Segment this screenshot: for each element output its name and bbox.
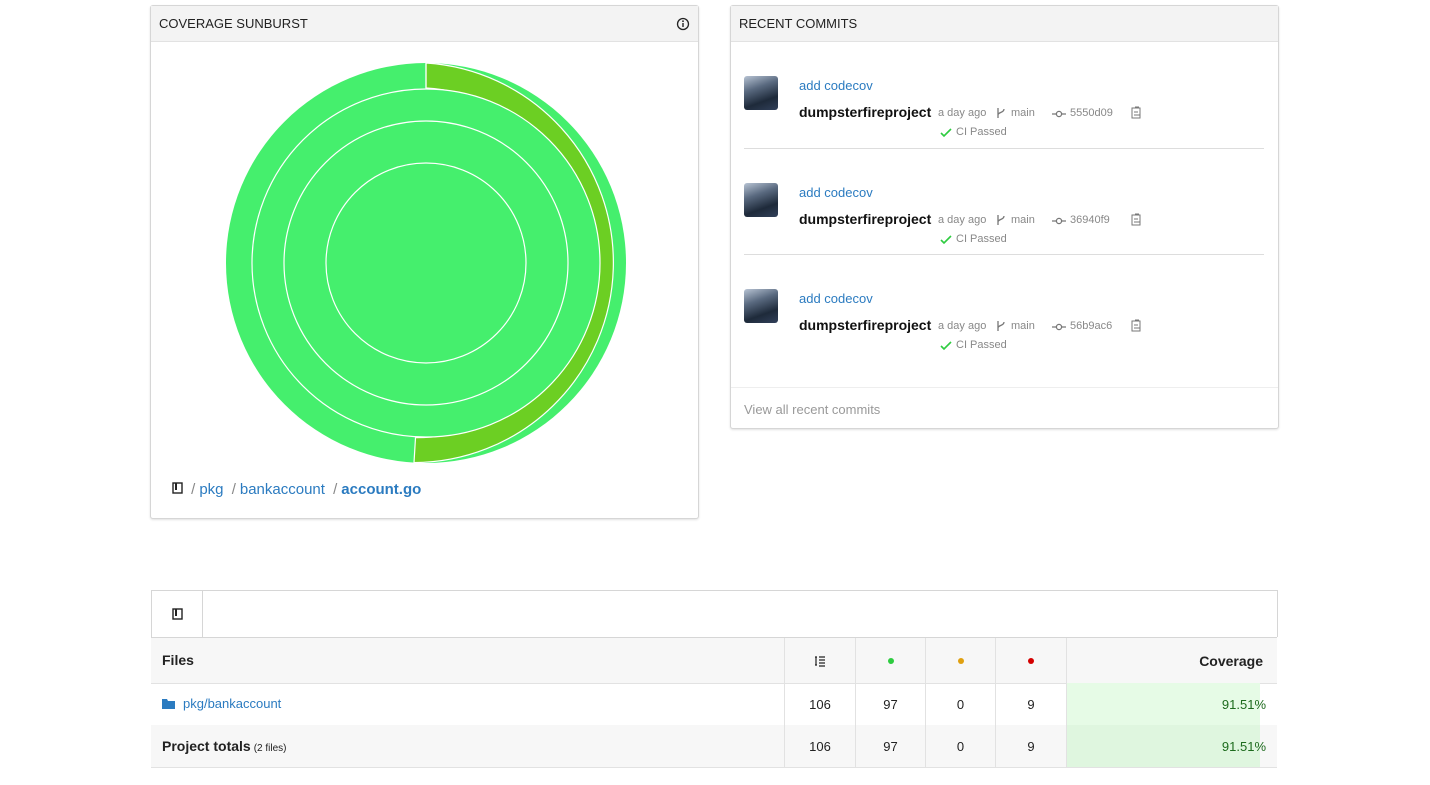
avatar: [744, 289, 778, 323]
ci-status: CI Passed: [956, 126, 1007, 138]
totals-note: (2 files): [253, 743, 287, 754]
check-icon: [940, 128, 952, 138]
sunburst-card: COVERAGE SUNBURST / pkg / bankaccount / acc…: [150, 5, 699, 519]
header-files[interactable]: Files: [162, 652, 194, 668]
copy-icon: [1131, 319, 1141, 332]
sunburst-center[interactable]: [325, 162, 527, 364]
folder-icon: [162, 699, 175, 709]
file-cell: Project totals (2 files): [162, 725, 287, 770]
breadcrumb: / pkg / bankaccount / account.go: [172, 481, 421, 498]
commit-author[interactable]: dumpsterfireproject: [799, 211, 932, 227]
commit-branch: main: [1011, 320, 1035, 332]
header-misses[interactable]: [995, 638, 1066, 683]
separator: /: [191, 481, 196, 498]
commit-time: a day ago: [938, 320, 987, 332]
coverage-value: 91.51%: [1221, 738, 1266, 754]
commit-item: add codecov dumpsterfireproject a day ago m…: [744, 42, 1264, 148]
breadcrumb-current[interactable]: account.go: [341, 481, 422, 498]
commit-icon: [1052, 323, 1066, 331]
lines-icon: [815, 655, 825, 667]
header-coverage[interactable]: Coverage: [1066, 638, 1274, 683]
repo-icon: [172, 482, 183, 494]
divider: [731, 387, 1278, 388]
avatar: [744, 183, 778, 217]
coverage-cell: 91.51%: [1066, 725, 1278, 767]
commit-time: a day ago: [938, 107, 987, 119]
partials-cell: 0: [925, 725, 995, 767]
misses-dot: [1028, 657, 1034, 664]
commit-branch: main: [1011, 107, 1035, 119]
coverage-bar: [1067, 725, 1261, 767]
hits-cell: 97: [855, 725, 925, 767]
header-hits[interactable]: [855, 638, 925, 683]
check-icon: [940, 235, 952, 245]
commit-message[interactable]: add codecov: [799, 291, 873, 306]
commit-message[interactable]: add codecov: [799, 185, 873, 200]
misses-cell: 9: [995, 683, 1066, 725]
hits-dot: [887, 657, 894, 664]
commit-sha[interactable]: 5550d09: [1070, 107, 1113, 119]
coverage-value: 91.51%: [1221, 696, 1266, 712]
partials-dot: [957, 657, 964, 664]
coverage-bar: [1067, 683, 1261, 725]
commit-time: a day ago: [938, 214, 987, 226]
breadcrumb-link[interactable]: bankaccount: [239, 481, 325, 498]
table-row: pkg/bankaccount 106 97 0 9 91.51%: [151, 683, 1277, 726]
info-icon[interactable]: [676, 17, 690, 31]
commit-item: add codecov dumpsterfireproject a day ago m…: [744, 254, 1264, 361]
header-partials[interactable]: [925, 638, 995, 683]
totals-row: Project totals (2 files) 106 97 0 9 91.51%: [151, 725, 1277, 768]
commit-author[interactable]: dumpsterfireproject: [799, 104, 932, 120]
card-header: RECENT COMMITS: [731, 6, 1278, 42]
totals-label: Project totals: [162, 738, 251, 754]
commit-item: add codecov dumpsterfireproject a day ago m…: [744, 148, 1264, 255]
branch-icon: [997, 108, 1005, 118]
copy-icon: [1131, 106, 1141, 119]
sunburst-chart: [226, 62, 626, 464]
ci-status: CI Passed: [956, 233, 1007, 245]
partials-cell: 0: [925, 683, 995, 725]
avatar: [744, 76, 778, 110]
commit-sha[interactable]: 36940f9: [1070, 214, 1110, 226]
repo-icon: [171, 607, 183, 620]
folder-link[interactable]: pkg/bankaccount: [183, 696, 282, 711]
coverage-cell: 91.51%: [1066, 683, 1278, 725]
check-icon: [940, 341, 952, 351]
ci-status: CI Passed: [956, 339, 1007, 351]
commit-branch: main: [1011, 214, 1035, 226]
lines-cell: 106: [784, 683, 855, 725]
table-header: Files Coverage: [151, 637, 1277, 684]
copy-icon: [1131, 213, 1141, 226]
card-title: COVERAGE SUNBURST: [159, 16, 308, 31]
commit-sha[interactable]: 56b9ac6: [1070, 320, 1113, 332]
card-title: RECENT COMMITS: [739, 16, 858, 31]
hits-cell: 97: [855, 683, 925, 725]
file-cell: pkg/bankaccount: [162, 683, 281, 725]
view-all-link[interactable]: View all recent commits: [744, 402, 881, 417]
tab[interactable]: [152, 591, 203, 637]
commit-author[interactable]: dumpsterfireproject: [799, 317, 932, 333]
commit-icon: [1052, 217, 1066, 225]
separator: /: [231, 481, 236, 498]
commit-icon: [1052, 110, 1066, 118]
branch-icon: [997, 215, 1005, 225]
header-lines[interactable]: [784, 638, 855, 683]
branch-icon: [997, 321, 1005, 331]
breadcrumb-link[interactable]: pkg: [199, 481, 224, 498]
lines-cell: 106: [784, 725, 855, 767]
separator: /: [333, 481, 338, 498]
commit-message[interactable]: add codecov: [799, 78, 873, 93]
table-tabs: [151, 590, 1278, 637]
card-header: COVERAGE SUNBURST: [151, 6, 698, 42]
commits-card: RECENT COMMITS View all recent commits a…: [730, 5, 1279, 429]
misses-cell: 9: [995, 725, 1066, 767]
